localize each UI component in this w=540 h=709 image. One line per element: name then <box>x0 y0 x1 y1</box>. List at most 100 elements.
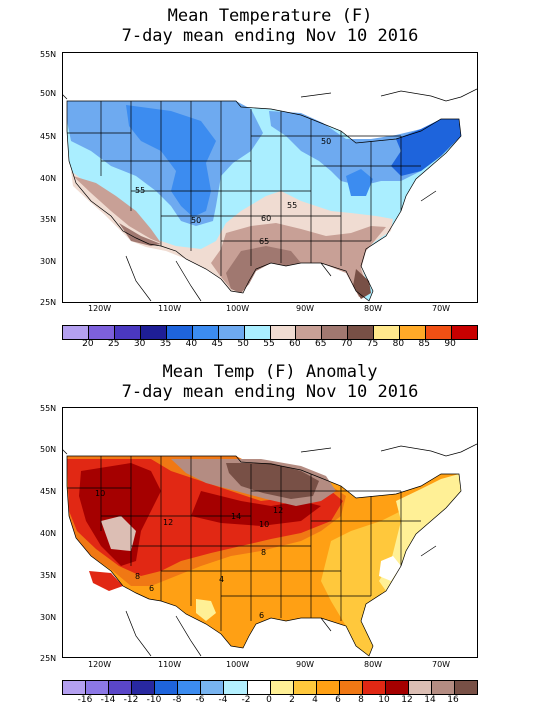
map2-colorbar-label: 12 <box>401 695 413 705</box>
map2-colorbar-swatch <box>408 681 432 694</box>
map2-lon-label: 100W <box>226 660 250 669</box>
map1-colorbar-label: 20 <box>82 339 94 349</box>
map2-colorbar-label: -4 <box>218 695 228 705</box>
map1-contour-label: 50 <box>191 216 201 225</box>
map1-colorbar-label: 55 <box>263 339 275 349</box>
map2-contour-label: 8 <box>261 548 266 557</box>
map1-colorbar-label: 75 <box>366 339 379 349</box>
map2-region-16 <box>226 463 319 499</box>
map2-lon-label: 120W <box>88 660 112 669</box>
map1-region-65 <box>73 176 161 243</box>
map2-colorbar <box>62 680 478 695</box>
map1-lat-label: 40N <box>40 174 57 183</box>
map1-lon-label: 100W <box>226 304 250 313</box>
map1-lat-label: 55N <box>40 50 57 59</box>
map1-colorbar-swatch <box>140 326 167 339</box>
map1-colorbar-label: 90 <box>444 339 456 349</box>
map2-lat-label: 45N <box>40 487 57 496</box>
map1-colorbar-label: 45 <box>211 339 223 349</box>
map1-colorbar-swatch <box>296 326 323 339</box>
map1-lat-label: 25N <box>40 298 57 307</box>
map2-region-2 <box>379 474 461 591</box>
map2-colorbar-label: -10 <box>146 695 162 705</box>
map2-colorbar-label: 2 <box>289 695 295 705</box>
map1-region-40 <box>346 169 373 196</box>
map2-colorbar-swatch <box>385 681 409 694</box>
map2-lat-label: 55N <box>40 404 57 413</box>
map1-colorbar-label: 40 <box>185 339 198 349</box>
map2-title: Mean Temp (F) Anomaly <box>162 362 378 382</box>
map2-colorbar-swatch <box>362 681 386 694</box>
map2-colorbar-swatch <box>132 681 156 694</box>
map2-colorbar-label: 14 <box>424 695 436 705</box>
map2-colorbar-label: -14 <box>100 695 116 705</box>
map1-colorbar-swatch <box>322 326 349 339</box>
map2-contour-label: 10 <box>95 489 105 498</box>
map2-colorbar-swatch <box>178 681 202 694</box>
map2-contour-label: 8 <box>135 572 140 581</box>
map1-colorbar-labels: 20 25 30 35 40 45 50 55 60 65 70 75 80 85 90 <box>62 339 476 351</box>
map1-colorbar-label: 70 <box>340 339 353 349</box>
map1-contour-label: 50 <box>321 137 331 146</box>
map1-lon-label: 90W <box>296 304 315 313</box>
map2-lon-label: 90W <box>296 660 315 669</box>
map1-colorbar <box>62 325 478 340</box>
map1-colorbar-swatch <box>452 326 477 339</box>
map2-colorbar-swatch <box>455 681 478 694</box>
map2-colorbar-swatch <box>86 681 110 694</box>
map1-colorbar-swatch <box>192 326 219 339</box>
map1-lat-label: 30N <box>40 257 57 266</box>
map2-lon-label: 110W <box>158 660 182 669</box>
map2-colorbar-swatch <box>270 681 294 694</box>
map1-lat-label: 45N <box>40 132 57 141</box>
map1-colorbar-swatch <box>348 326 375 339</box>
map2-colorbar-label: -12 <box>123 695 139 705</box>
map2-colorbar-label: -8 <box>172 695 182 705</box>
map1-colorbar-label: 80 <box>392 339 405 349</box>
map2-contour-label: 12 <box>273 506 283 515</box>
map2-region-0 <box>379 556 401 581</box>
map1-lon-label: 110W <box>158 304 182 313</box>
map1-colorbar-label: 50 <box>237 339 249 349</box>
map2-colorbar-label: 0 <box>266 695 272 705</box>
map2-colorbar-swatch <box>63 681 87 694</box>
map2-region-2 <box>196 599 216 621</box>
map1-lat-label: 50N <box>40 89 57 98</box>
map1-colorbar-swatch <box>166 326 193 339</box>
map1-colorbar-swatch <box>270 326 297 339</box>
map2-colorbar-label: 10 <box>378 695 390 705</box>
map2-colorbar-swatch <box>293 681 317 694</box>
map1-canvas: 50 55 50 55 60 65 <box>63 88 477 302</box>
map1-contour-label: 60 <box>261 214 271 223</box>
map1-colorbar-label: 30 <box>133 339 146 349</box>
map2-colorbar-label: 16 <box>447 695 459 705</box>
map1-colorbar-label: 60 <box>289 339 301 349</box>
map1-lat-label: 35N <box>40 215 57 224</box>
map2-region-10 <box>89 571 123 591</box>
map2-contour-label: 6 <box>259 611 264 620</box>
map1-contour-label: 55 <box>135 186 145 195</box>
map2-lat-label: 35N <box>40 571 57 580</box>
map1-lon-label: 70W <box>432 304 451 313</box>
map2-contour-label: 10 <box>259 520 269 529</box>
map2-lat-label: 50N <box>40 445 57 454</box>
map2-colorbar-label: -16 <box>77 695 93 705</box>
map2-frame: 10 12 14 12 10 8 4 6 8 6 <box>62 407 478 658</box>
map1-region-70 <box>353 269 371 299</box>
map2-lat-label: 30N <box>40 613 57 622</box>
map2-colorbar-swatch <box>109 681 133 694</box>
map1-colorbar-label: 35 <box>159 339 172 349</box>
map1-colorbar-swatch <box>400 326 427 339</box>
map1-contour-label: 55 <box>287 201 297 210</box>
map2-colorbar-label: 6 <box>335 695 341 705</box>
map2-colorbar-swatch <box>339 681 363 694</box>
map2-lat-label: 25N <box>40 654 57 663</box>
map1-colorbar-swatch <box>426 326 453 339</box>
map1-region-50 <box>67 101 263 226</box>
map1-colorbar-swatch <box>374 326 401 339</box>
map2-lon-label: 80W <box>364 660 383 669</box>
map2-contour-label: 4 <box>219 575 224 584</box>
map2-colorbar-swatch <box>224 681 248 694</box>
map1-colorbar-label: 25 <box>108 339 120 349</box>
map1-contour-label: 65 <box>259 237 269 246</box>
